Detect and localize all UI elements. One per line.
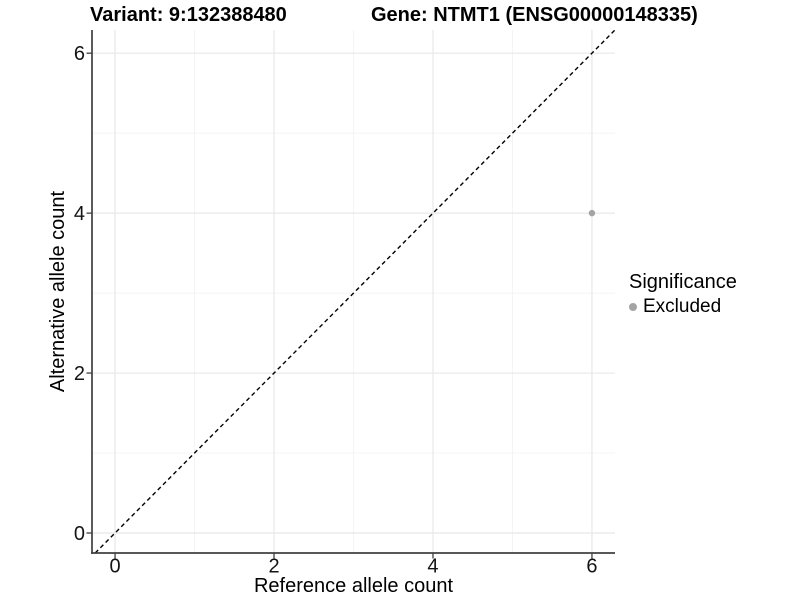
identity-line	[94, 29, 616, 554]
x-axis-title: Reference allele count	[253, 575, 453, 597]
legend: Significance Excluded	[629, 271, 737, 318]
legend-item-label: Excluded	[643, 296, 722, 317]
y-tick-label: 4	[74, 203, 85, 225]
data-point	[588, 209, 596, 217]
legend-title: Significance	[629, 271, 737, 293]
plot-title-variant: Variant: 9:132388480	[90, 4, 287, 26]
y-tick-label: 2	[74, 363, 85, 385]
y-axis-title: Alternative allele count	[47, 190, 69, 393]
y-tick-label: 6	[74, 43, 85, 65]
legend-item-excluded: Excluded	[629, 296, 737, 318]
x-tick-label: 0	[109, 556, 120, 578]
x-tick-label: 2	[268, 556, 279, 578]
x-tick-label: 6	[586, 556, 597, 578]
plot-title-gene: Gene: NTMT1 (ENSG00000148335)	[371, 4, 698, 26]
legend-dot-excluded-icon	[629, 303, 637, 311]
x-tick-label: 4	[427, 556, 438, 578]
y-tick-label: 0	[74, 523, 85, 545]
